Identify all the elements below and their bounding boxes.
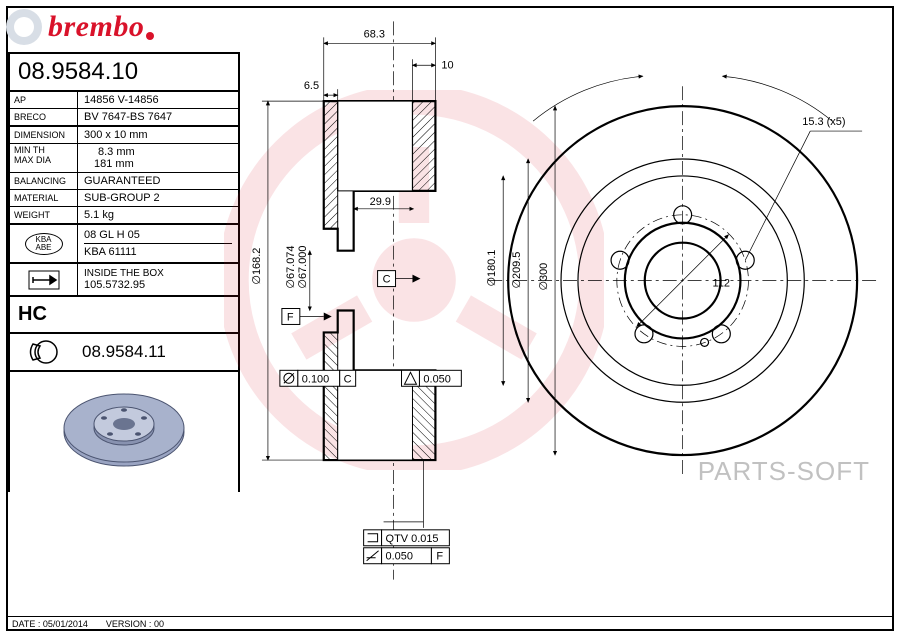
bolt-icon	[10, 264, 78, 295]
minth-value: 8.3 mm	[84, 146, 135, 158]
svg-text:0.050: 0.050	[423, 373, 450, 385]
front-view: 15.3 (x5) 112 ∅180.1 ∅209.5 ∅300	[486, 76, 877, 475]
brand-logo: brembo	[6, 6, 236, 48]
spec-row-weight: WEIGHT 5.1 kg	[10, 207, 238, 225]
spec-row-ap: AP 14856 V-14856	[10, 92, 238, 109]
spec-row-kba: KBAABE 08 GL H 05 KBA 61111	[10, 225, 238, 264]
spec-row-breco: BRECO BV 7647-BS 7647	[10, 109, 238, 127]
dim-6-5: 6.5	[304, 80, 319, 92]
maxdia-value: 181 mm	[84, 158, 134, 170]
spec-value: 300 x 10 mm	[78, 127, 238, 143]
alt-part-row: 08.9584.11	[10, 334, 238, 372]
spec-value: SUB-GROUP 2	[78, 190, 238, 206]
maxdia-label: MAX DIA	[14, 156, 51, 166]
svg-text:F: F	[287, 311, 294, 323]
kba-line-1: 08 GL H 05	[84, 229, 232, 241]
spec-label: BRECO	[10, 109, 78, 125]
svg-text:QTV 0.015: QTV 0.015	[386, 533, 439, 545]
disc-thumbnail	[10, 372, 238, 492]
kba-icon: KBAABE	[10, 225, 78, 262]
logo-disc-icon	[6, 9, 42, 45]
dim-112: 112	[713, 278, 730, 290]
caliper-icon	[10, 336, 78, 368]
dim-209-5: ∅209.5	[511, 252, 523, 289]
spec-value: 8.3 mm 181 mm	[78, 144, 238, 172]
svg-text:0.050: 0.050	[386, 551, 413, 563]
dim-29-9: 29.9	[370, 196, 391, 208]
dim-180-1: ∅180.1	[486, 250, 498, 287]
dim-67-074: ∅67.074	[285, 246, 297, 289]
footer-date: DATE : 05/01/2014	[12, 619, 88, 629]
dim-67-000: ∅67.000	[297, 246, 309, 289]
svg-text:F: F	[436, 551, 443, 563]
dim-68-3: 68.3	[364, 28, 385, 40]
svg-text:C: C	[383, 274, 391, 286]
spec-row-material: MATERIAL SUB-GROUP 2	[10, 190, 238, 207]
dim-bolt-hole: 15.3 (x5)	[802, 116, 845, 128]
hc-label: HC	[10, 297, 238, 334]
insidebox-value: 105.5732.95	[84, 279, 232, 291]
gtol-f: 0.050 F	[364, 548, 450, 564]
cross-section-view: 68.3 10 6.5 29.9 ∅168.2 ∅67.074	[251, 21, 461, 579]
part-number: 08.9584.10	[10, 54, 238, 92]
bolt-holes	[611, 206, 754, 347]
spec-value: INSIDE THE BOX 105.5732.95	[78, 264, 238, 295]
spec-value: 08 GL H 05 KBA 61111	[78, 225, 238, 262]
spec-panel: 08.9584.10 AP 14856 V-14856 BRECO BV 764…	[8, 52, 240, 492]
spec-row-dimension: DIMENSION 300 x 10 mm	[10, 127, 238, 144]
dim-168-2: ∅168.2	[251, 248, 263, 285]
footer-date-value: 05/01/2014	[43, 619, 88, 629]
gtol-050: 0.050	[402, 370, 462, 386]
footer-version-label: VERSION :	[106, 619, 152, 629]
footer-version: VERSION : 00	[106, 619, 164, 629]
spec-label: BALANCING	[10, 173, 78, 189]
kba-line-2: KBA 61111	[84, 243, 232, 258]
dim-10: 10	[441, 59, 453, 71]
spec-value: 14856 V-14856	[78, 92, 238, 108]
spec-row-insidebox: INSIDE THE BOX 105.5732.95	[10, 264, 238, 297]
logo-dot-icon	[146, 32, 154, 40]
insidebox-label: INSIDE THE BOX	[84, 268, 232, 279]
spec-row-balancing: BALANCING GUARANTEED	[10, 173, 238, 190]
svg-text:C: C	[344, 373, 352, 385]
gtol-c: 0.100 C	[280, 370, 356, 386]
spec-value: BV 7647-BS 7647	[78, 109, 238, 125]
gtol-qtv: QTV 0.015	[364, 530, 450, 546]
spec-label: MIN TH MAX DIA	[10, 144, 78, 172]
spec-label: WEIGHT	[10, 207, 78, 223]
spec-label: AP	[10, 92, 78, 108]
datum-c: C	[378, 271, 421, 287]
spec-label: DIMENSION	[10, 127, 78, 143]
svg-text:0.100: 0.100	[302, 373, 329, 385]
footer-date-label: DATE :	[12, 619, 40, 629]
footer-version-value: 00	[154, 619, 164, 629]
dim-300: ∅300	[538, 263, 550, 291]
spec-value: GUARANTEED	[78, 173, 238, 189]
spec-value: 5.1 kg	[78, 207, 238, 223]
brand-name: brembo	[48, 10, 144, 44]
alt-part-number: 08.9584.11	[78, 342, 166, 362]
spec-label: MATERIAL	[10, 190, 78, 206]
datum-f: F	[282, 309, 332, 325]
spec-row-minmax: MIN TH MAX DIA 8.3 mm 181 mm	[10, 144, 238, 173]
footer: DATE : 05/01/2014 VERSION : 00	[8, 616, 892, 631]
technical-drawing: 68.3 10 6.5 29.9 ∅168.2 ∅67.074	[244, 8, 892, 613]
